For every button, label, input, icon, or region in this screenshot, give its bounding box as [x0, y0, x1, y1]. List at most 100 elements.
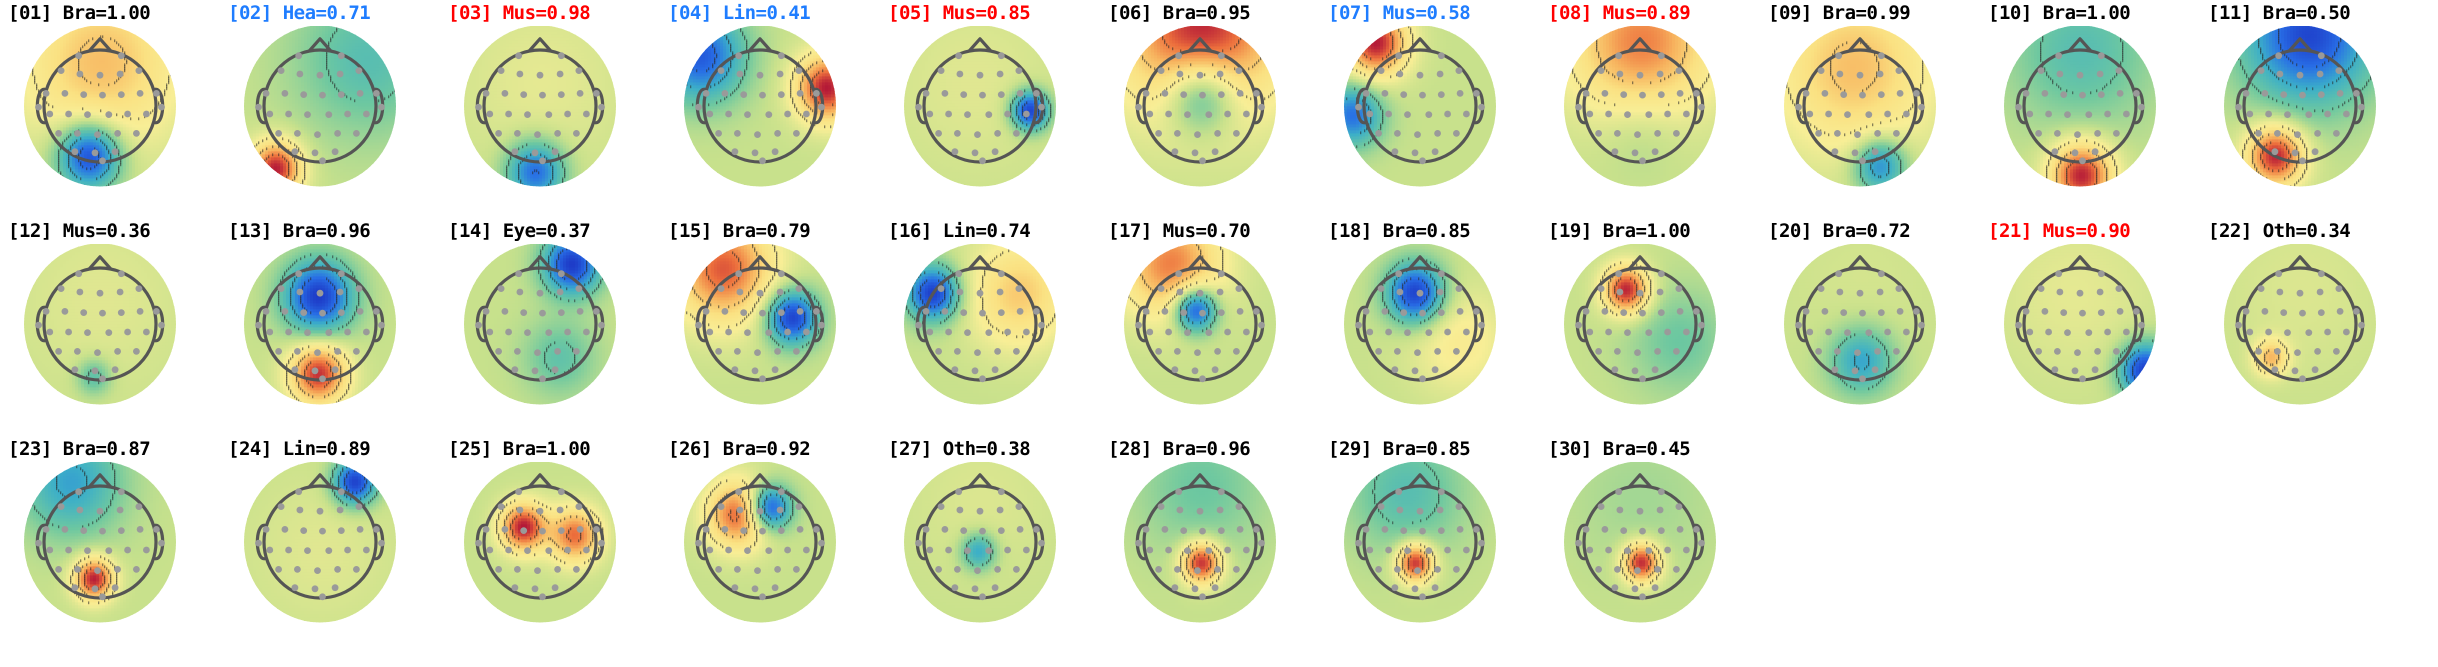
component-topomap[interactable] [1768, 244, 1964, 412]
ica-component-cell[interactable]: [21] Mus=0.90 [1984, 220, 2204, 416]
electrode-dot [520, 527, 527, 534]
electrode-dot [1605, 547, 1612, 554]
electrode-dot [557, 71, 564, 78]
electrode-dot [2123, 111, 2130, 118]
component-topomap[interactable] [228, 26, 424, 194]
ica-component-cell[interactable]: [06] Bra=0.95 [1104, 2, 1324, 198]
ica-component-cell[interactable]: [05] Mus=0.85 [884, 2, 1104, 198]
ica-component-cell[interactable]: [28] Bra=0.96 [1104, 438, 1324, 634]
electrode-dot [35, 322, 42, 329]
component-topomap[interactable] [8, 244, 204, 412]
electrode-dot [1434, 566, 1441, 573]
electrode-dot [300, 309, 307, 316]
ica-component-cell[interactable]: [18] Bra=0.85 [1324, 220, 1544, 416]
topomap-canvas [1988, 244, 2184, 412]
component-topomap[interactable] [1548, 462, 1744, 630]
ica-component-cell[interactable]: [14] Eye=0.37 [444, 220, 664, 416]
ica-component-cell[interactable]: [16] Lin=0.74 [884, 220, 1104, 416]
component-topomap[interactable] [448, 462, 644, 630]
component-topomap[interactable] [1988, 244, 2184, 412]
ica-component-cell[interactable]: [30] Bra=0.45 [1544, 438, 1764, 634]
component-topomap[interactable] [448, 26, 644, 194]
topomap-canvas [1108, 462, 1304, 630]
electrode-dot [319, 375, 326, 382]
component-topomap[interactable] [888, 462, 1084, 630]
component-topomap[interactable] [8, 26, 204, 194]
ica-component-cell[interactable]: [03] Mus=0.98 [444, 2, 664, 198]
ica-component-cell[interactable]: [01] Bra=1.00 [4, 2, 224, 198]
electrode-dot [784, 111, 791, 118]
ica-component-cell[interactable]: [17] Mus=0.70 [1104, 220, 1324, 416]
electrode-dot [942, 308, 949, 315]
ica-component-cell[interactable]: [09] Bra=0.99 [1764, 2, 1984, 198]
ica-component-cell[interactable]: [13] Bra=0.96 [224, 220, 444, 416]
ica-component-cell[interactable]: [29] Bra=0.85 [1324, 438, 1544, 634]
component-topomap[interactable] [228, 462, 424, 630]
ica-component-cell[interactable]: [23] Bra=0.87 [4, 438, 224, 634]
ica-component-cell[interactable]: [20] Bra=0.72 [1764, 220, 1984, 416]
electrode-dot [1017, 90, 1024, 97]
electrode-dot [1893, 130, 1900, 137]
electrode-dot [557, 289, 564, 296]
component-topomap[interactable] [888, 244, 1084, 412]
component-topomap[interactable] [1548, 26, 1744, 194]
ica-component-cell[interactable]: [11] Bra=0.50 [2204, 2, 2424, 198]
electrode-dot [1803, 308, 1810, 315]
ica-component-cell[interactable]: [04] Lin=0.41 [664, 2, 884, 198]
component-topomap[interactable] [1988, 26, 2184, 194]
component-topomap[interactable] [668, 26, 864, 194]
ica-component-cell[interactable]: [25] Bra=1.00 [444, 438, 664, 634]
component-topomap[interactable] [668, 244, 864, 412]
topomap-canvas [1768, 26, 1964, 194]
electrode-dot [294, 348, 301, 355]
electrode-dot [1654, 130, 1661, 137]
component-topomap[interactable] [668, 462, 864, 630]
electrode-dot [737, 507, 744, 514]
ica-component-cell[interactable]: [24] Lin=0.89 [224, 438, 444, 634]
component-topomap[interactable] [1328, 244, 1524, 412]
electrode-dot [1016, 503, 1023, 510]
electrode-dot [255, 322, 262, 329]
electrode-dot [1825, 329, 1832, 336]
ica-component-cell[interactable]: [15] Bra=0.79 [664, 220, 884, 416]
component-topomap[interactable] [1328, 26, 1524, 194]
electrode-dot [356, 503, 363, 510]
component-topomap[interactable] [888, 26, 1084, 194]
electrode-dot [378, 322, 385, 329]
component-topomap[interactable] [2208, 244, 2404, 412]
electrode-dot [774, 130, 781, 137]
ica-component-cell[interactable]: [10] Bra=1.00 [1984, 2, 2204, 198]
electrode-dot [2333, 348, 2340, 355]
electrode-dot [334, 566, 341, 573]
component-topomap[interactable] [1108, 462, 1304, 630]
ica-component-cell[interactable]: [26] Bra=0.92 [664, 438, 884, 634]
electrode-dot [46, 547, 53, 554]
ica-component-cell[interactable]: [19] Bra=1.00 [1544, 220, 1764, 416]
topomap-canvas [228, 244, 424, 412]
component-topomap[interactable] [1328, 462, 1524, 630]
component-topomap[interactable] [1768, 26, 1964, 194]
electrode-dot [84, 547, 91, 554]
electrode-dot [552, 366, 559, 373]
component-topomap[interactable] [228, 244, 424, 412]
electrode-dot [1840, 309, 1847, 316]
component-topomap[interactable] [8, 462, 204, 630]
electrode-dot [1595, 130, 1602, 137]
electrode-dot [1664, 111, 1671, 118]
electrode-dot [133, 566, 140, 573]
ica-component-cell[interactable]: [12] Mus=0.36 [4, 220, 224, 416]
component-topomap[interactable] [1548, 244, 1744, 412]
ica-component-cell[interactable]: [02] Hea=0.71 [224, 2, 444, 198]
component-topomap[interactable] [2208, 26, 2404, 194]
component-topomap[interactable] [1108, 244, 1304, 412]
electrode-dot [55, 130, 62, 137]
ica-component-cell[interactable]: [08] Mus=0.89 [1544, 2, 1764, 198]
electrode-dot [2336, 285, 2343, 292]
ica-component-cell[interactable]: [27] Oth=0.38 [884, 438, 1104, 634]
component-topomap[interactable] [1108, 26, 1304, 194]
component-topomap[interactable] [448, 244, 644, 412]
ica-component-cell[interactable]: [07] Mus=0.58 [1324, 2, 1544, 198]
electrode-dot [357, 90, 364, 97]
ica-component-cell[interactable]: [22] Oth=0.34 [2204, 220, 2424, 416]
electrode-dot [2272, 366, 2279, 373]
